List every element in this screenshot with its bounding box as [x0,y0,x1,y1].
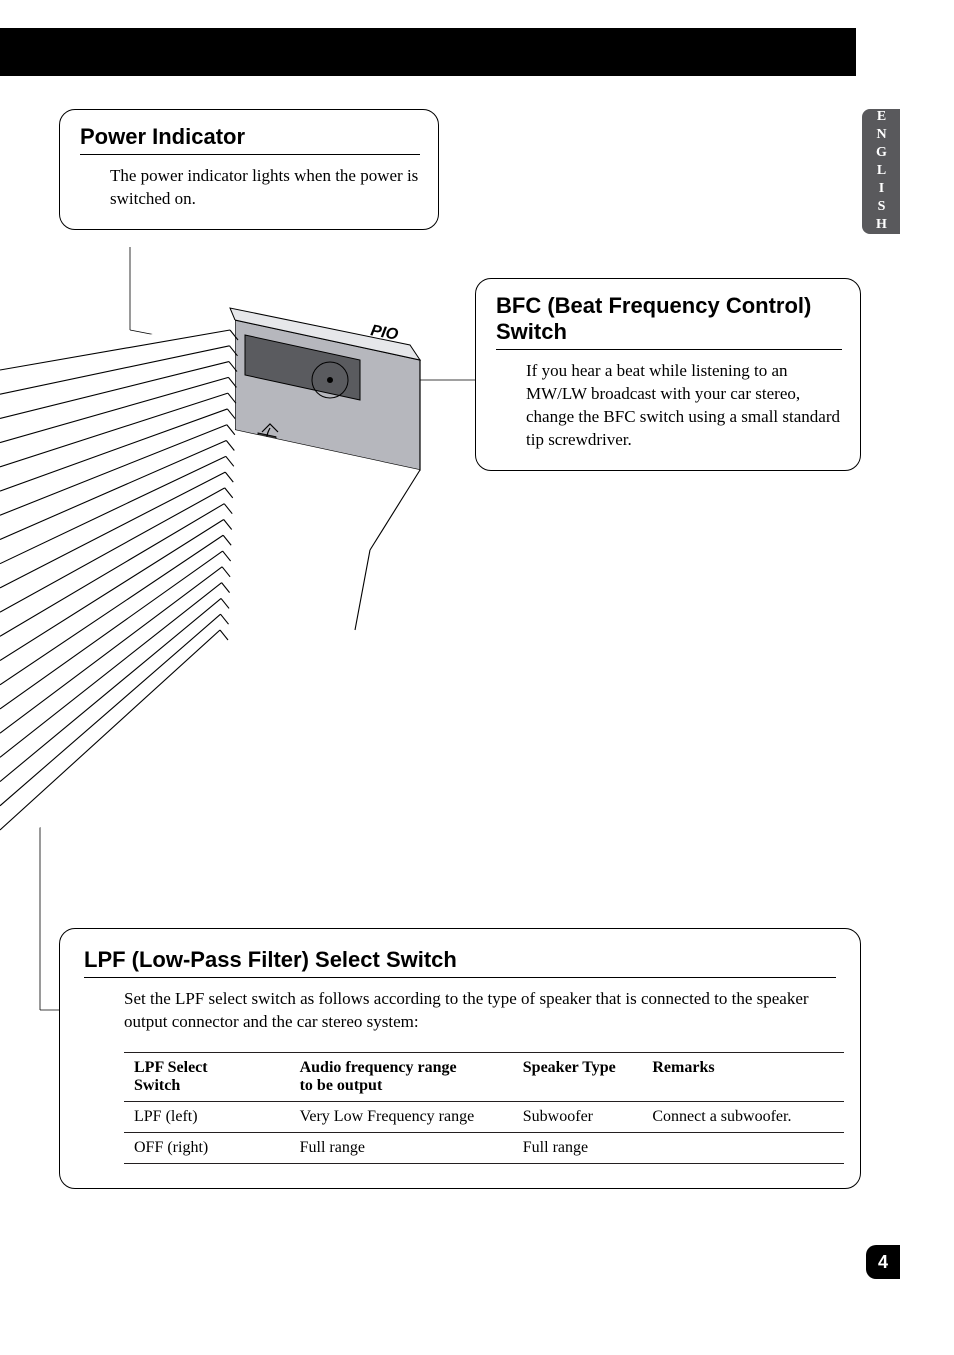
table-cell: LPF (left) [124,1101,290,1132]
callout-lpf-switch: LPF (Low-Pass Filter) Select Switch Set … [59,928,861,1189]
table-cell [642,1132,844,1163]
table-header: Remarks [642,1052,844,1101]
table-row: OFF (right)Full rangeFull range [124,1132,844,1163]
callout-body: Set the LPF select switch as follows acc… [124,988,826,1034]
table-header: Audio frequency rangeto be output [290,1052,513,1101]
table-cell: OFF (right) [124,1132,290,1163]
table-cell: Full range [290,1132,513,1163]
page-number-badge: 4 [866,1245,900,1279]
table-cell: Connect a subwoofer. [642,1101,844,1132]
page-number: 4 [878,1252,888,1273]
table-header: LPF SelectSwitch [124,1052,290,1101]
table-cell: Subwoofer [513,1101,643,1132]
table-row: LPF (left)Very Low Frequency rangeSubwoo… [124,1101,844,1132]
lpf-table: LPF SelectSwitchAudio frequency rangeto … [124,1052,844,1164]
table-cell: Very Low Frequency range [290,1101,513,1132]
table-cell: Full range [513,1132,643,1163]
amplifier-diagram: PIO [0,300,430,860]
callout-title: LPF (Low-Pass Filter) Select Switch [84,947,836,978]
table-header: Speaker Type [513,1052,643,1101]
